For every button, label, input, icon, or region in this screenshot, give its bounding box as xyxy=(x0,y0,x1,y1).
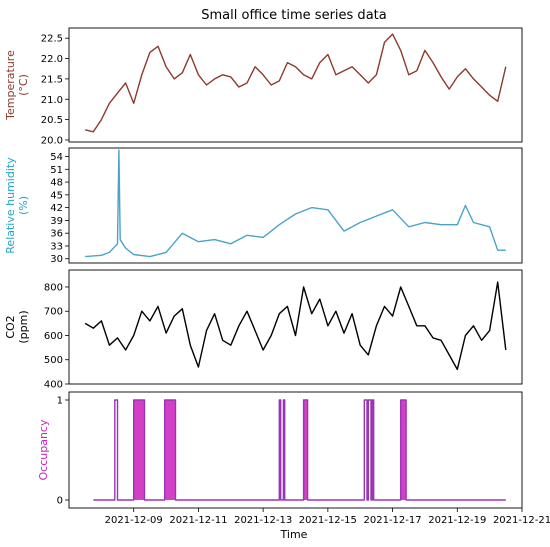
panel-temperature: 20.0 20.5 21.0 21.5 22.0 22.5 Temperature(°C) xyxy=(4,27,523,146)
x-tick-label: 2021-12-09 xyxy=(105,515,163,526)
y-tick-label-co2: 400 xyxy=(44,380,63,391)
y-tick-label-humidity: 39 xyxy=(50,216,63,227)
x-tick-label: 2021-12-17 xyxy=(364,515,422,526)
plot-frame-co2 xyxy=(68,269,523,385)
occupancy-block xyxy=(303,400,308,500)
y-tick-label-temperature: 22.0 xyxy=(41,54,63,65)
series-line-humidity xyxy=(85,149,506,258)
figure-title: Small office time series data xyxy=(201,8,386,23)
y-tick-label-humidity: 33 xyxy=(50,241,63,252)
y-tick-label-temperature: 22.5 xyxy=(41,34,63,45)
y-axis-label-humidity: Relative humidity(%) xyxy=(4,157,30,254)
y-tick-label-co2: 600 xyxy=(44,331,63,342)
y-tick-label-occupancy: 1 xyxy=(57,396,63,407)
y-tick-label-co2: 700 xyxy=(44,307,63,318)
x-tick-label: 2021-12-19 xyxy=(428,515,486,526)
y-tick-label-temperature: 20.5 xyxy=(41,115,63,126)
occupancy-block xyxy=(164,400,176,500)
x-tick-label: 2021-12-11 xyxy=(169,515,227,526)
series-line-temperature xyxy=(85,33,507,133)
y-tick-label-humidity: 36 xyxy=(50,229,63,240)
y-tick-label-humidity: 45 xyxy=(50,190,63,201)
x-axis: 2021-12-09 2021-12-11 2021-12-13 2021-12-15… xyxy=(105,508,550,526)
y-tick-label-humidity: 42 xyxy=(50,203,63,214)
y-tick-label-occupancy: 0 xyxy=(57,496,63,507)
panel-occupancy: 0 1 Occupancy xyxy=(37,391,523,509)
y-tick-label-humidity: 54 xyxy=(50,152,63,163)
y-axis-label-temperature: Temperature(°C) xyxy=(4,50,30,121)
plot-frame-occupancy xyxy=(68,391,523,509)
x-axis-label: Time xyxy=(280,528,308,541)
occupancy-block xyxy=(400,400,407,500)
occupancy-block xyxy=(133,400,145,500)
y-tick-label-humidity: 51 xyxy=(50,165,63,176)
series-line-occupancy xyxy=(93,399,506,501)
x-tick-label: 2021-12-21 xyxy=(493,515,550,526)
series-line-co2 xyxy=(84,281,507,371)
panel-co2: 400 500 600 700 800 CO2(ppm) xyxy=(4,269,523,391)
y-tick-label-temperature: 21.5 xyxy=(41,74,63,85)
x-tick-label: 2021-12-15 xyxy=(299,515,357,526)
y-tick-label-co2: 500 xyxy=(44,355,63,366)
plot-frame-humidity xyxy=(68,147,523,264)
y-tick-label-humidity: 30 xyxy=(50,254,63,265)
y-tick-label-humidity: 48 xyxy=(50,178,63,189)
y-axis-label-occupancy: Occupancy xyxy=(37,419,50,480)
y-axis-label-co2: CO2(ppm) xyxy=(4,310,30,343)
plot-frame-temperature xyxy=(68,27,523,143)
y-tick-label-temperature: 21.0 xyxy=(41,95,63,106)
y-tick-label-co2: 800 xyxy=(44,282,63,293)
x-tick-label: 2021-12-13 xyxy=(234,515,292,526)
y-tick-label-temperature: 20.0 xyxy=(41,135,63,146)
panels: 20.0 20.5 21.0 21.5 22.0 22.5 Temperature(°C) 3… xyxy=(4,27,523,509)
